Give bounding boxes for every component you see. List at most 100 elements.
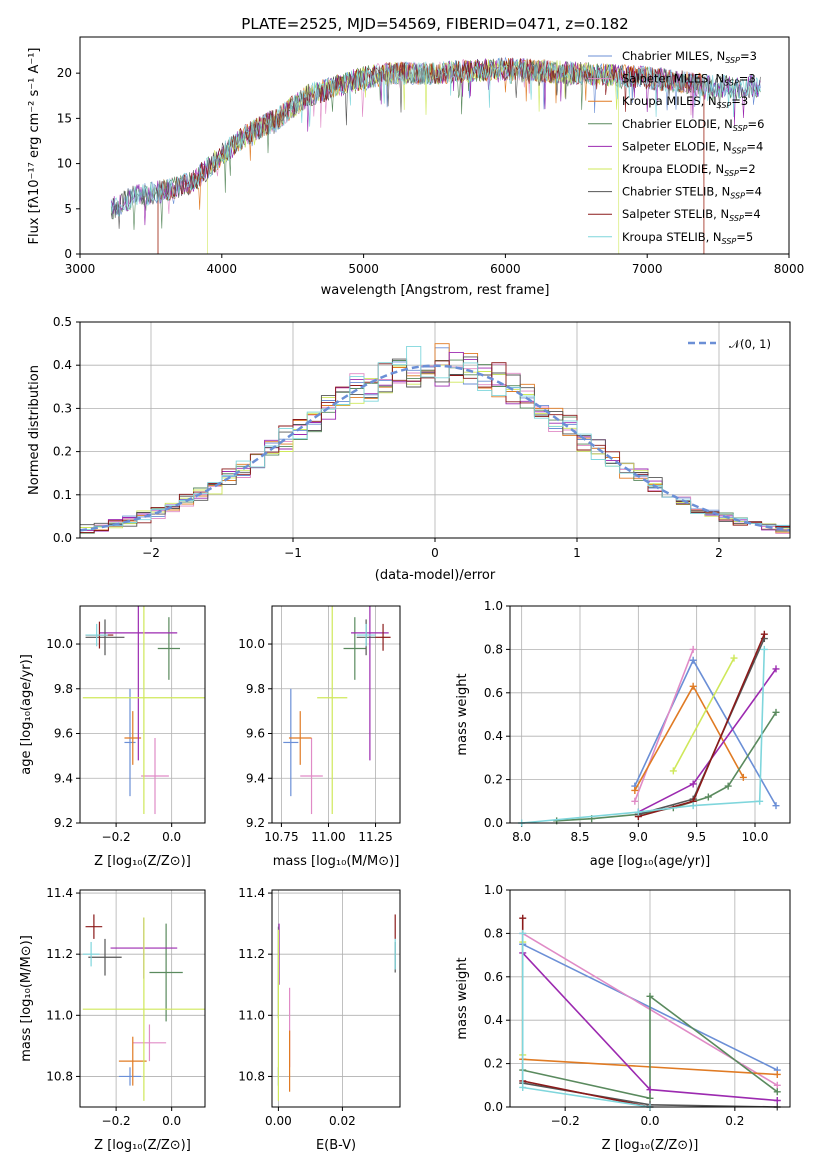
spectrum-title: PLATE=2525, MJD=54569, FIBERID=0471, z=0… — [241, 15, 628, 33]
legend-label-sub: SSP — [732, 146, 747, 155]
mass-vs-z-ytick-label: 11.2 — [46, 947, 73, 961]
legend-label-tail: =4 — [744, 207, 761, 221]
legend-label-sub: SSP — [730, 192, 745, 201]
spectrum-xtick-label: 6000 — [490, 262, 521, 276]
legend-label-tail: =2 — [739, 162, 756, 176]
legend-label-main: Chabrier STELIB, N — [622, 185, 730, 199]
legend-label-main: Kroupa MILES, N — [622, 94, 717, 108]
mass-weight-vs-z-line-chabrier-elodie — [522, 994, 778, 1100]
legend-label-main: Kroupa ELODIE, N — [622, 162, 724, 176]
legend-label-kroupa-stelib: Kroupa STELIB, NSSP=5 — [622, 230, 753, 246]
legend-label-sub: SSP — [725, 56, 740, 65]
legend-label-salpeter-elodie: Salpeter ELODIE, NSSP=4 — [622, 139, 763, 155]
mass-vs-z-xtick-label: 0.0 — [162, 1114, 181, 1128]
legend-label-sub: SSP — [724, 169, 739, 178]
mass-vs-z-ytick-label: 10.8 — [46, 1069, 73, 1083]
age-vs-mass-ytick-label: 10.0 — [238, 637, 265, 651]
spectrum-series-salpeter-stelib — [157, 57, 705, 254]
mass-weight-vs-age-marker — [772, 665, 780, 673]
mass-vs-ebv-ytick-label: 11.4 — [238, 886, 265, 900]
legend-label-salpeter-miles: Salpeter MILES, NSSP=3 — [622, 72, 756, 88]
legend-label-sub: SSP — [717, 101, 732, 110]
mass-weight-vs-age-marker — [689, 682, 697, 690]
residual-xtick-label: −2 — [142, 546, 160, 560]
legend-label-sub: SSP — [729, 214, 744, 223]
legend-label-main: Chabrier ELODIE, N — [622, 117, 733, 131]
mass-weight-vs-z-marker — [773, 1096, 781, 1104]
residual-ylabel: Normed distribution — [27, 365, 42, 495]
mass-weight-vs-z-xtick-label: 0.0 — [640, 1114, 659, 1128]
legend-label-tail: =4 — [746, 139, 763, 153]
spectrum-xtick-label: 8000 — [774, 262, 805, 276]
legend-label-chabrier-elodie: Chabrier ELODIE, NSSP=6 — [622, 117, 764, 133]
mass-weight-vs-age-marker — [739, 773, 747, 781]
mass-weight-vs-z-marker — [519, 914, 527, 922]
mass-weight-vs-age-marker — [724, 782, 732, 790]
residual-xtick-label: −1 — [284, 546, 302, 560]
mass-weight-vs-z-ytick-label: 0.6 — [484, 970, 503, 984]
age-vs-z-ytick-label: 9.6 — [54, 727, 73, 741]
mass-weight-vs-age-marker — [689, 780, 697, 788]
residual-ytick-label: 0.0 — [53, 531, 72, 545]
age-vs-mass-xlabel: mass [log₁₀(M/M⊙)] — [273, 854, 400, 869]
legend-label-sub: SSP — [733, 124, 748, 133]
age-vs-z-ytick-label: 9.4 — [54, 771, 73, 785]
age-vs-z-ylabel: age [log₁₀(age/yr)] — [19, 654, 34, 775]
spectrum-xlabel: wavelength [Angstrom, rest frame] — [321, 283, 550, 298]
residual-panel: −2 −1 0 1 2 0.0 0.1 0.2 0.3 0.4 0.5 (data-model)/e… — [27, 315, 791, 583]
age-vs-mass-axes — [271, 605, 401, 824]
mass-weight-vs-age-xlabel: age [log₁₀(age/yr)] — [590, 854, 711, 869]
mass-weight-vs-age-panel: 8.0 8.5 9.0 9.5 10.0 0.0 0.2 0.4 0.6 0.8 1.0 age [l… — [455, 599, 791, 869]
residual-ytick-label: 0.3 — [53, 401, 72, 415]
age-vs-z-panel: −0.2 0.0 9.2 9.4 9.6 9.8 10.0 Z [log₁₀(Z/Z⊙)] ag… — [19, 605, 206, 869]
mass-vs-z-axes — [79, 889, 206, 1108]
mass-weight-vs-z-ytick-label: 0.4 — [484, 1013, 503, 1027]
legend-label-chabrier-stelib: Chabrier STELIB, NSSP=4 — [622, 185, 762, 201]
mass-weight-vs-z-ytick-label: 0.0 — [484, 1100, 503, 1114]
mass-weight-vs-age-xtick-label: 10.0 — [742, 830, 769, 844]
age-vs-mass-xtick-label: 11.00 — [311, 830, 345, 844]
mass-vs-ebv-ytick-label: 11.2 — [238, 947, 265, 961]
mass-weight-vs-age-xtick-label: 8.0 — [512, 830, 531, 844]
mass-weight-vs-z-marker — [773, 1081, 781, 1089]
age-vs-mass-ytick-label: 9.6 — [246, 727, 265, 741]
mass-weight-vs-age-marker — [760, 645, 768, 653]
age-vs-z-ytick-label: 9.2 — [54, 816, 73, 830]
spectrum-axes — [79, 36, 790, 255]
spectrum-ytick-label: 10 — [57, 157, 72, 171]
spectrum-series-chabrier-stelib — [110, 57, 761, 229]
legend-label-tail: =3 — [731, 94, 748, 108]
mass-weight-vs-age-marker — [756, 797, 764, 805]
mass-weight-vs-z-ytick-label: 0.2 — [484, 1057, 503, 1071]
gaussian-curve — [79, 364, 791, 532]
mass-weight-vs-z-xtick-label: 0.2 — [725, 1114, 744, 1128]
spectrum-xtick-label: 4000 — [207, 262, 238, 276]
legend-label-kroupa-elodie: Kroupa ELODIE, NSSP=2 — [622, 162, 756, 178]
legend-label-sub: SSP — [722, 237, 737, 246]
mass-weight-vs-age-marker — [772, 802, 780, 810]
legend-label-chabrier-miles: Chabrier MILES, NSSP=3 — [622, 49, 757, 65]
mass-weight-vs-age-marker — [730, 654, 738, 662]
age-vs-z-xlabel: Z [log₁₀(Z/Z⊙)] — [94, 854, 191, 869]
legend-label-main: Salpeter ELODIE, N — [622, 139, 732, 153]
mass-vs-z-xlabel: Z [log₁₀(Z/Z⊙)] — [94, 1138, 191, 1153]
mass-vs-ebv-xtick-label: 0.02 — [329, 1114, 356, 1128]
legend-label-main: Kroupa STELIB, N — [622, 230, 722, 244]
spectrum-series-kroupa-stelib — [110, 57, 761, 217]
mass-weight-vs-age-marker — [704, 793, 712, 801]
mass-vs-ebv-ytick-label: 10.8 — [238, 1069, 265, 1083]
mass-weight-vs-age-axes — [509, 605, 791, 824]
mass-vs-z-xtick-label: −0.2 — [102, 1114, 131, 1128]
spectrum-xtick-label: 5000 — [348, 262, 379, 276]
legend-label-tail: =3 — [740, 49, 757, 63]
spectrum-panel: PLATE=2525, MJD=54569, FIBERID=0471, z=0… — [27, 15, 804, 298]
mass-vs-ebv-ytick-label: 11.0 — [238, 1008, 265, 1022]
mass-weight-vs-z-marker — [646, 1086, 654, 1094]
legend-label-sub: SSP — [724, 79, 739, 88]
mass-weight-vs-age-ytick-label: 0.2 — [484, 773, 503, 787]
legend-label-main: Chabrier MILES, N — [622, 49, 725, 63]
mass-weight-vs-age-marker — [689, 645, 697, 653]
legend-label-tail: =4 — [745, 185, 762, 199]
mass-weight-vs-age-ytick-label: 0.6 — [484, 686, 503, 700]
mass-weight-vs-age-marker — [631, 797, 639, 805]
